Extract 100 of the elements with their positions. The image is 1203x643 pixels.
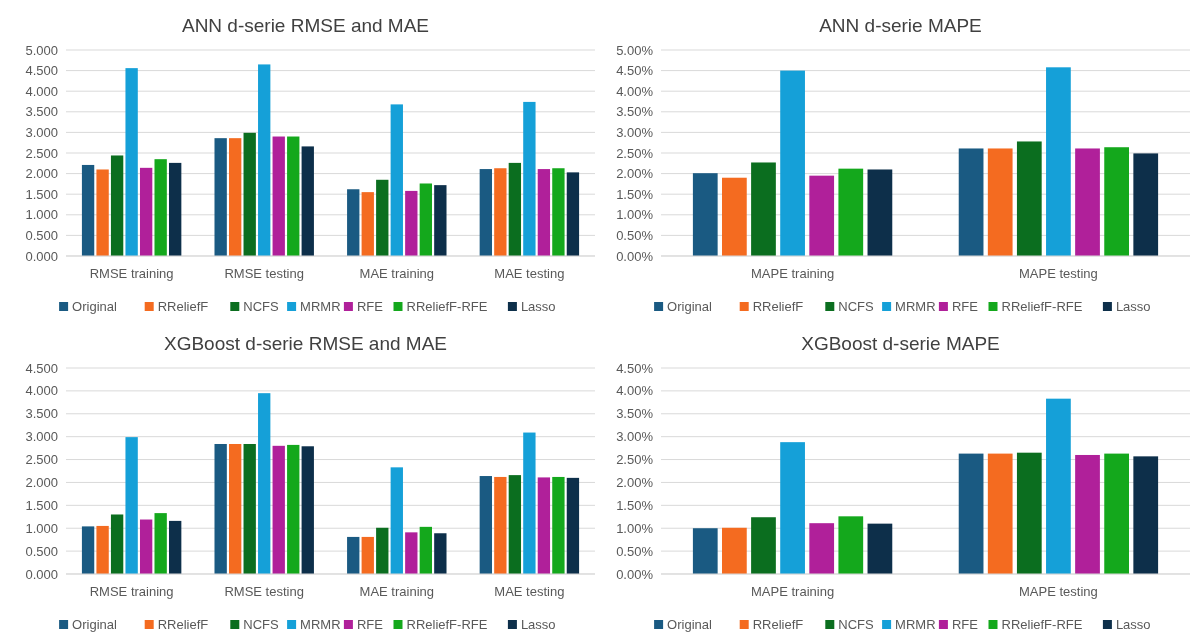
bar [1133, 456, 1159, 574]
bar [214, 138, 227, 256]
legend-label: RReliefF [157, 616, 209, 632]
x-tick-label: RMSE training [89, 266, 174, 281]
x-tick-label: MAE testing [494, 266, 565, 281]
bar [154, 159, 167, 256]
bar [272, 136, 285, 256]
bar [987, 148, 1013, 256]
legend-label: Original [667, 298, 713, 314]
bar [1104, 453, 1129, 574]
legend-label: RReliefF [157, 298, 209, 314]
bar [537, 477, 551, 574]
y-tick-label: 4.50% [616, 63, 654, 79]
y-tick-label: 4.500 [25, 360, 58, 376]
legend-label: MRMR [300, 298, 341, 314]
y-tick-label: 2.000 [25, 474, 58, 490]
bar [347, 536, 360, 574]
y-tick-label: 3.00% [616, 124, 654, 140]
bar [751, 162, 776, 256]
y-tick-label: 1.00% [616, 520, 654, 536]
bar [523, 432, 536, 574]
bar [552, 476, 565, 574]
bar [347, 189, 360, 256]
bar [867, 523, 893, 574]
bar [1016, 141, 1042, 256]
bar [552, 168, 565, 256]
y-tick-label: 3.500 [25, 104, 58, 120]
chart-title: ANN d-serie MAPE [819, 15, 982, 36]
legend-label: Original [667, 616, 713, 632]
bar [96, 169, 109, 256]
bar [110, 514, 124, 574]
bar [494, 168, 507, 256]
bar [722, 527, 747, 574]
chart-title: XGBoost d-serie MAPE [801, 333, 1000, 354]
y-tick-label: 1.000 [25, 520, 58, 536]
y-tick-label: 1.00% [616, 207, 654, 223]
bar [867, 169, 893, 256]
chart-title: XGBoost d-serie RMSE and MAE [164, 333, 447, 354]
bar [390, 467, 403, 574]
bar [214, 443, 227, 574]
y-tick-label: 2.00% [616, 474, 654, 490]
x-tick-label: MAE training [359, 266, 434, 281]
bar [1104, 147, 1129, 256]
y-tick-label: 2.50% [616, 452, 654, 468]
y-tick-label: 1.500 [25, 186, 58, 202]
bar [508, 162, 522, 256]
bar [566, 172, 580, 256]
bar [258, 393, 271, 574]
y-tick-label: 3.000 [25, 429, 58, 445]
bar [722, 177, 747, 256]
bar [169, 162, 182, 256]
y-tick-label: 2.500 [25, 452, 58, 468]
y-tick-label: 2.50% [616, 145, 654, 161]
bar [780, 70, 805, 256]
legend-label: RFE [356, 616, 384, 632]
y-tick-label: 0.000 [25, 248, 58, 264]
x-tick-label: MAPE training [751, 584, 835, 599]
bar [243, 132, 256, 256]
bar [301, 146, 314, 256]
y-tick-label: 0.00% [616, 248, 654, 264]
bar [1133, 153, 1159, 256]
bar [809, 175, 835, 256]
y-tick-label: 3.50% [616, 104, 654, 120]
bar [494, 476, 507, 574]
bar [479, 476, 492, 574]
legend-label: NCFS [243, 616, 280, 632]
legend-label: Original [72, 298, 118, 314]
y-tick-label: 4.000 [25, 383, 58, 399]
y-tick-label: 1.50% [616, 497, 654, 513]
bar [419, 183, 432, 256]
bar [1046, 398, 1071, 574]
chart-title: ANN d-serie RMSE and MAE [181, 15, 430, 36]
bar [125, 68, 138, 256]
bar [751, 517, 776, 574]
legend-label: MRMR [300, 616, 341, 632]
bar [229, 443, 242, 574]
x-tick-label: MAPE testing [1019, 584, 1098, 599]
bar [376, 179, 389, 256]
legend-label: Original [72, 616, 118, 632]
bar [838, 516, 864, 574]
legend-label: NCFS [243, 298, 280, 314]
y-tick-label: 0.50% [616, 227, 654, 243]
x-tick-label: RMSE training [89, 584, 174, 599]
bar [1046, 67, 1071, 256]
x-tick-label: RMSE testing [224, 266, 304, 281]
x-tick-label: MAE testing [494, 584, 565, 599]
legend-label: NCFS [838, 616, 875, 632]
bar [958, 453, 984, 574]
y-tick-label: 4.00% [616, 83, 654, 99]
legend-label: RReliefF-RFE [406, 298, 488, 314]
bar [125, 437, 138, 574]
bar [81, 164, 95, 256]
bar [1016, 452, 1042, 574]
y-tick-label: 3.000 [25, 124, 58, 140]
bar [434, 185, 447, 256]
bar [479, 169, 492, 256]
bar [361, 192, 374, 256]
bar [405, 532, 418, 574]
y-tick-label: 0.500 [25, 227, 58, 243]
y-tick-label: 0.50% [616, 543, 654, 559]
